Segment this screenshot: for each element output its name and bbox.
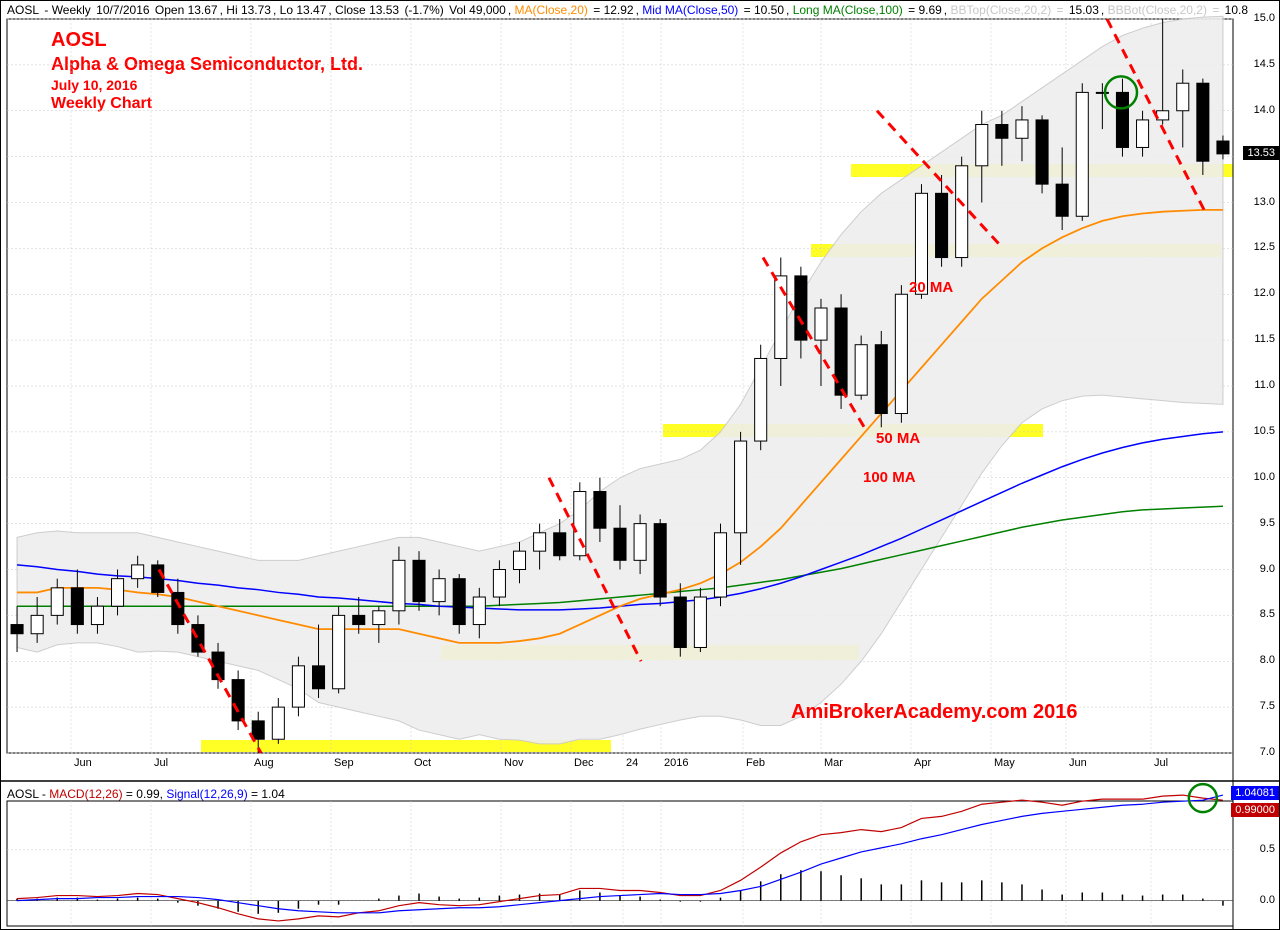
macd-signal-tag: 1.04081 xyxy=(1231,786,1279,800)
last-price-tag: 13.53 xyxy=(1243,146,1279,160)
macd-value-tag: 0.99000 xyxy=(1231,803,1279,817)
watermark: AmiBrokerAcademy.com 2016 xyxy=(791,701,1077,724)
label-100ma: 100 MA xyxy=(863,469,916,486)
macd-header: AOSL - MACD(12,26) = 0.99, Signal(12,26,… xyxy=(7,787,285,801)
label-20ma: 20 MA xyxy=(909,279,953,296)
chart-root: AOSL - Weekly 10/7/2016 Open 13.67, Hi 1… xyxy=(0,0,1280,930)
label-50ma: 50 MA xyxy=(876,430,920,447)
